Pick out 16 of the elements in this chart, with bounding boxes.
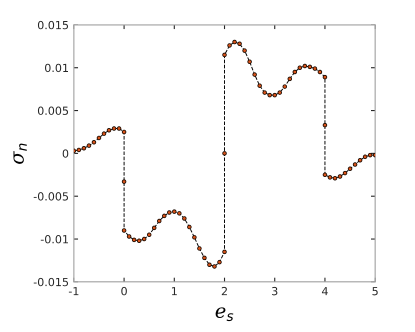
x-axis-title: e$_{s}$ bbox=[216, 307, 234, 322]
x-tick-label: 0 bbox=[121, 286, 127, 296]
x-tick-label: 1 bbox=[172, 287, 177, 296]
y-tick-label: -0.015 bbox=[34, 278, 68, 286]
x-tick-label: 2 bbox=[222, 286, 227, 296]
y-tick-label: -0.005 bbox=[34, 192, 68, 201]
x-tick-label: 3 bbox=[272, 286, 278, 296]
x-tick-label: 5 bbox=[372, 287, 378, 296]
y-tick-label: 0.01 bbox=[45, 64, 68, 72]
y-axis-title: σ$_{n}$ bbox=[13, 144, 27, 164]
x-tick-label: 4 bbox=[322, 287, 328, 296]
y-tick-label: 0.005 bbox=[38, 106, 68, 115]
y-tick-label: 0.015 bbox=[38, 20, 68, 30]
y-tick-label: 0 bbox=[62, 149, 68, 158]
y-tick-label: -0.01 bbox=[40, 235, 68, 244]
x-tick-label: -1 bbox=[68, 287, 78, 296]
